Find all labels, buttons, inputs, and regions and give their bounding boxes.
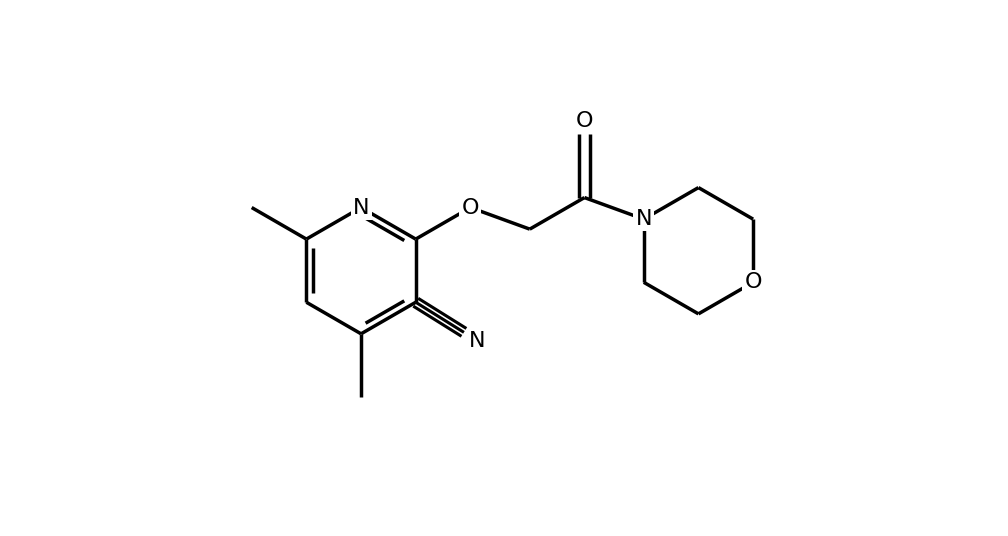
Text: N: N bbox=[469, 331, 485, 351]
Text: N: N bbox=[353, 198, 369, 218]
Text: N: N bbox=[635, 209, 652, 229]
Text: O: O bbox=[744, 272, 762, 292]
Text: N: N bbox=[635, 209, 652, 229]
Text: O: O bbox=[576, 110, 593, 131]
Text: O: O bbox=[462, 198, 479, 218]
